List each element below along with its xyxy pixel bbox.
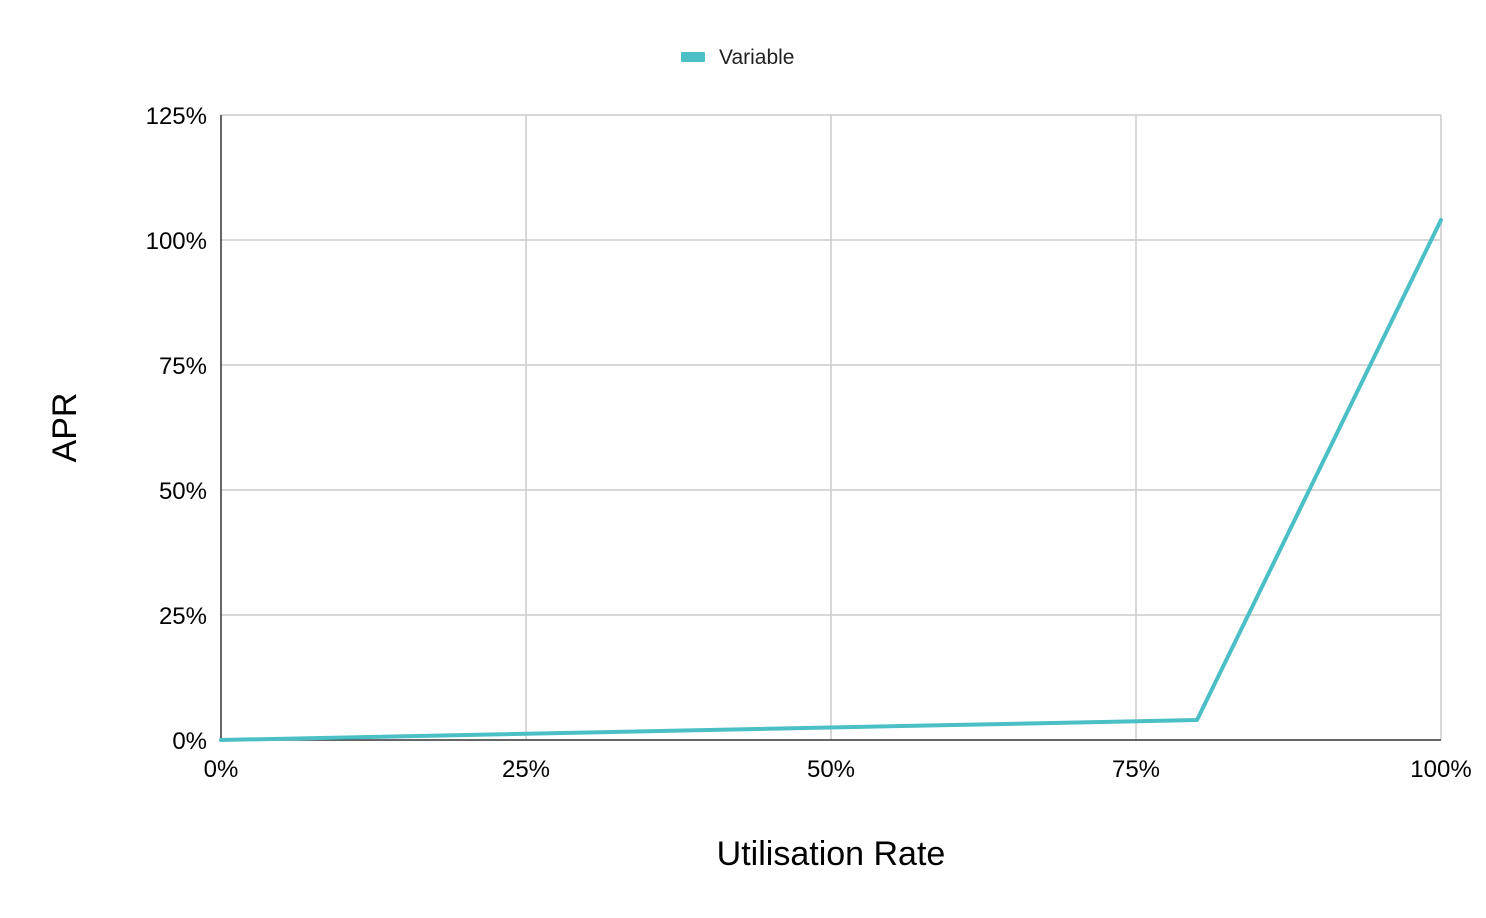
y-tick-label: 50% [159,478,207,505]
y-tick-label: 0% [172,728,207,755]
series-line-0 [219,218,1443,742]
axes [220,115,1441,741]
legend-swatch [681,52,705,62]
grid [221,114,1442,740]
x-tick-label: 0% [204,756,239,783]
legend-label: Variable [719,46,795,69]
x-tick-label: 75% [1112,756,1160,783]
tick-labels: 0% 25% 50% 75% 100% 125% 0% 25% 50% 75% 100% [146,103,1472,783]
y-tick-label: 75% [159,353,207,380]
y-tick-label: 25% [159,603,207,630]
x-tick-label: 25% [502,756,550,783]
y-tick-label: 125% [146,103,207,130]
x-tick-label: 100% [1410,756,1471,783]
series-area [219,218,1443,742]
x-tick-label: 50% [807,756,855,783]
y-axis-title: APR [46,393,84,463]
legend: Variable [681,46,795,69]
x-axis-title: Utilisation Rate [717,835,946,873]
y-tick-label: 100% [146,228,207,255]
